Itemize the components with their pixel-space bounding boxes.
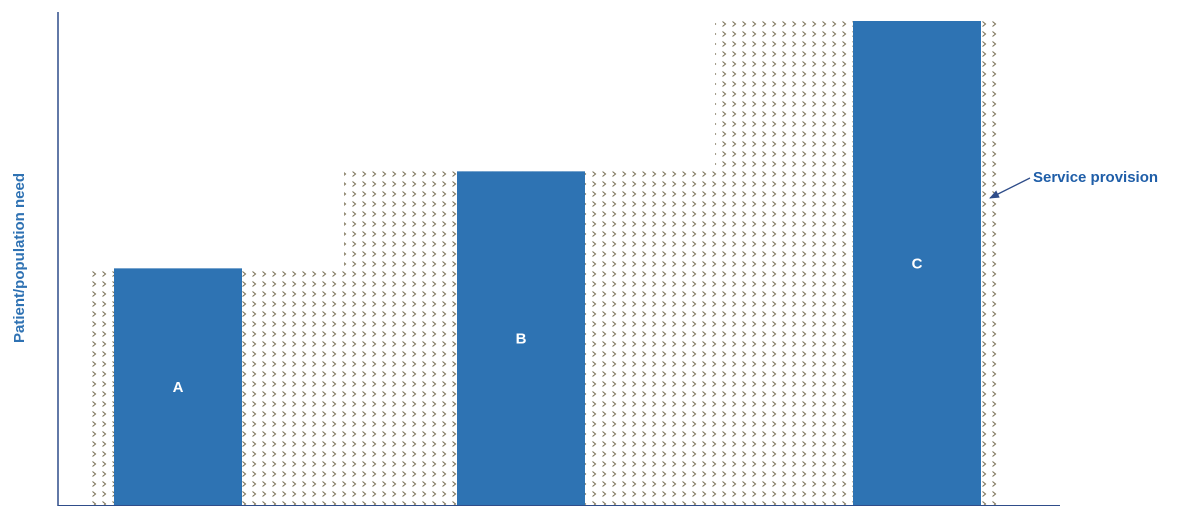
bar-a <box>114 268 242 506</box>
bar-c <box>853 21 981 506</box>
y-axis-label: Patient/population need <box>11 173 28 343</box>
annotation-service-provision: Service provision <box>1033 169 1158 186</box>
bar-label-b: B <box>516 331 527 348</box>
bar-label-a: A <box>173 379 184 396</box>
bar-label-c: C <box>912 256 923 273</box>
bar-labels-layer: A B C <box>173 256 923 397</box>
annotation-arrow <box>989 177 1031 199</box>
bar-b <box>457 171 585 506</box>
bars-layer <box>114 21 981 506</box>
